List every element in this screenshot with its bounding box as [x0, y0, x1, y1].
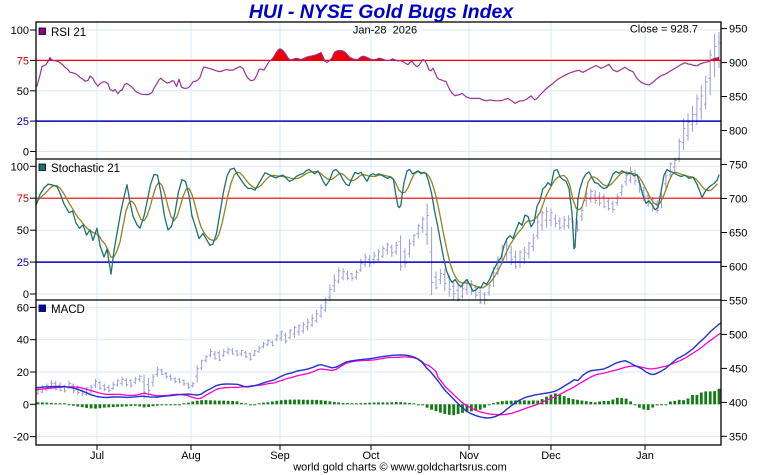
svg-text:25: 25 [17, 116, 29, 128]
svg-text:Dec: Dec [541, 450, 561, 462]
svg-text:Jul: Jul [90, 450, 104, 462]
svg-text:100: 100 [11, 25, 29, 37]
svg-text:40: 40 [17, 335, 29, 347]
svg-text:0: 0 [23, 147, 29, 159]
svg-text:RSI 21: RSI 21 [51, 27, 86, 39]
svg-text:600: 600 [729, 261, 747, 273]
svg-text:950: 950 [729, 24, 747, 36]
svg-text:60: 60 [17, 302, 29, 314]
svg-text:Aug: Aug [181, 450, 201, 462]
svg-text:Nov: Nov [459, 450, 479, 462]
svg-text:900: 900 [729, 58, 747, 70]
svg-text:700: 700 [729, 194, 747, 206]
svg-text:Close = 928.7: Close = 928.7 [630, 24, 698, 36]
svg-text:world gold charts © www.goldch: world gold charts © www.goldchartsrus.co… [292, 462, 507, 474]
svg-text:MACD: MACD [51, 304, 85, 316]
svg-text:Sep: Sep [270, 450, 290, 462]
svg-text:350: 350 [729, 431, 747, 443]
svg-text:75: 75 [17, 193, 29, 205]
svg-text:Jan-28 2026: Jan-28 2026 [353, 25, 417, 37]
svg-text:850: 850 [729, 92, 747, 104]
svg-text:50: 50 [17, 225, 29, 237]
svg-text:400: 400 [729, 397, 747, 409]
svg-text:800: 800 [729, 126, 747, 138]
svg-text:0: 0 [23, 399, 29, 411]
svg-text:650: 650 [729, 228, 747, 240]
svg-text:450: 450 [729, 363, 747, 375]
svg-text:Oct: Oct [362, 450, 379, 462]
svg-text:-20: -20 [13, 432, 29, 444]
svg-text:HUI - NYSE Gold Bugs Index: HUI - NYSE Gold Bugs Index [249, 1, 515, 23]
svg-text:75: 75 [17, 55, 29, 67]
svg-text:500: 500 [729, 329, 747, 341]
svg-text:0: 0 [23, 289, 29, 301]
svg-text:25: 25 [17, 257, 29, 269]
svg-text:550: 550 [729, 295, 747, 307]
svg-text:50: 50 [17, 86, 29, 98]
svg-text:Stochastic 21: Stochastic 21 [51, 163, 120, 175]
svg-text:20: 20 [17, 367, 29, 379]
svg-text:100: 100 [11, 161, 29, 173]
svg-text:Jan: Jan [636, 450, 654, 462]
svg-text:750: 750 [729, 160, 747, 172]
